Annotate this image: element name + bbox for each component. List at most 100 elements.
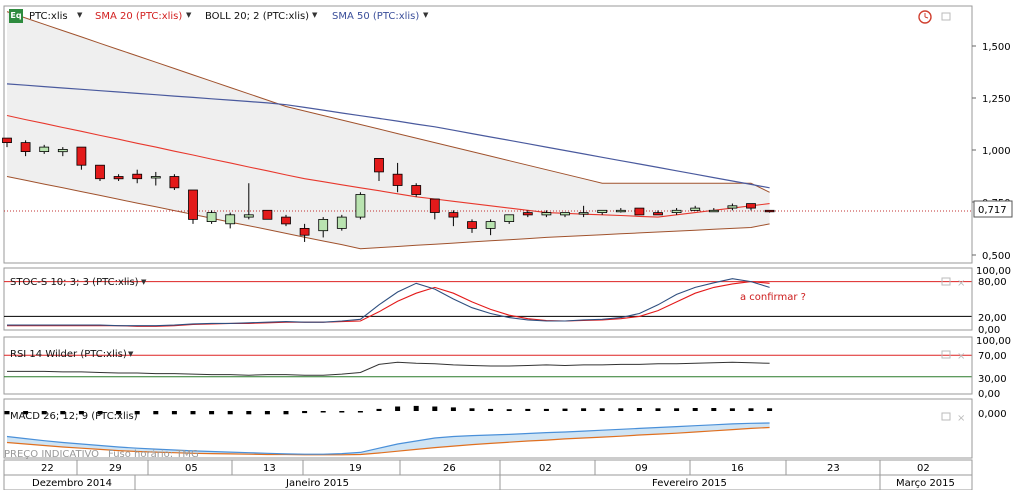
macd-close-icon[interactable]: × [957, 413, 965, 424]
macd-histogram-bar [618, 408, 624, 411]
macd-histogram-bar [60, 411, 66, 415]
macd-tick-0: 0,000 [978, 409, 1007, 420]
candle-body [615, 209, 626, 213]
macd-histogram-bar [23, 411, 29, 415]
symbol-label[interactable]: PTC:xlis [29, 11, 68, 22]
candle-body [169, 176, 180, 189]
candle-body [727, 205, 738, 209]
stoch-label[interactable]: STOC-S 10; 3; 3 (PTC:xlis) [10, 277, 139, 288]
date-day-29: 29 [109, 463, 122, 474]
rsi-label[interactable]: RSI 14 Wilder (PTC:xlis) [10, 349, 127, 360]
candle-body [76, 146, 87, 166]
stoch-annotation: a confirmar ? [740, 292, 806, 303]
eq-badge[interactable]: Eq [9, 9, 23, 23]
candle-body [374, 157, 384, 173]
candle-body [690, 207, 701, 211]
stoch-maximize-icon[interactable] [941, 277, 951, 286]
macd-histogram-bar [469, 408, 475, 411]
macd-histogram-bar [357, 411, 363, 413]
price-tick-2: 1,250 [982, 94, 1011, 105]
macd-histogram-bar [134, 411, 140, 415]
macd-histogram-bar [246, 411, 252, 415]
rsi-close-icon[interactable]: × [957, 351, 965, 362]
clock-icon[interactable] [918, 10, 932, 24]
macd-histogram-bar [674, 408, 680, 411]
macd-histogram-bar [599, 408, 605, 411]
candle-body [150, 176, 161, 179]
macd-line [6, 422, 770, 455]
date-day-02: 02 [539, 463, 552, 474]
macd-histogram-bar [116, 411, 122, 415]
candle-body [281, 216, 291, 225]
candle-body [597, 209, 608, 214]
macd-histogram-bar [4, 411, 10, 415]
macd-label[interactable]: MACD 26; 12; 9 (PTC:xlis) [10, 411, 138, 422]
candle-body [2, 137, 12, 144]
macd-histogram-bar [636, 408, 642, 411]
date-day-22: 22 [41, 463, 54, 474]
candle-body [485, 221, 496, 229]
stoch-tick-80: 80,00 [978, 277, 1007, 288]
rsi-line [7, 361, 770, 376]
macd-histogram-bar [78, 411, 84, 415]
stoch-tick-100: 100,00 [976, 266, 1011, 277]
candle-body [243, 214, 254, 218]
last-price-label: 0,717 [978, 205, 1007, 216]
macd-histogram-bar [432, 406, 438, 411]
macd-histogram-bar [41, 411, 47, 415]
rsi-tick-30: 30,00 [978, 374, 1007, 385]
symbol-dropdown-icon[interactable]: ▼ [77, 11, 83, 19]
date-day-09: 09 [635, 463, 648, 474]
stoch-dropdown-icon[interactable]: ▼ [141, 278, 147, 286]
macd-histogram-bar [376, 408, 382, 411]
candle-body [20, 142, 31, 153]
macd-maximize-icon[interactable] [941, 412, 951, 421]
rsi-maximize-icon[interactable] [941, 350, 951, 359]
macd-histogram-bar [413, 405, 419, 411]
date-day-26: 26 [443, 463, 456, 474]
candle-body [39, 146, 50, 153]
boll-label[interactable]: BOLL 20; 2 (PTC:xlis) [205, 11, 310, 22]
bollinger-band-fill [7, 11, 770, 249]
candle-body [504, 214, 515, 223]
macd-histogram-bar [97, 411, 103, 415]
sma50-label[interactable]: SMA 50 (PTC:xlis) [332, 11, 420, 22]
price-tick-1: 1,500 [982, 42, 1011, 53]
candle-body [541, 212, 552, 216]
price-tick-5: 0,500 [982, 251, 1011, 262]
macd-histogram-bar [655, 408, 661, 411]
candle-body [299, 227, 310, 236]
macd-histogram-bar [190, 411, 196, 415]
candle-body [671, 209, 682, 214]
date-day-23: 23 [827, 463, 840, 474]
sma50-dropdown-icon[interactable]: ▼ [423, 11, 429, 19]
macd-signal-line [6, 426, 770, 456]
candle-body [188, 189, 198, 220]
candle-body [467, 221, 477, 229]
sma20-label[interactable]: SMA 20 (PTC:xlis) [95, 11, 183, 22]
candle-body [448, 212, 459, 218]
month-march: Março 2015 [896, 478, 955, 489]
sma20-dropdown-icon[interactable]: ▼ [186, 11, 192, 19]
bollinger-lower-line [6, 176, 770, 250]
macd-histogram-bar [302, 411, 308, 414]
macd-histogram-bar [209, 411, 215, 415]
rsi-dropdown-icon[interactable]: ▼ [128, 350, 134, 358]
stoch-close-icon[interactable]: × [957, 278, 965, 289]
stoch-tick-20: 20,00 [978, 313, 1007, 324]
rsi-tick-0: 0,00 [978, 389, 1000, 400]
stoch-series-layer [4, 278, 972, 327]
macd-histogram-bar [264, 411, 270, 415]
candle-body [262, 209, 273, 220]
boll-dropdown-icon[interactable]: ▼ [312, 11, 318, 19]
macd-histogram-bar [729, 408, 735, 411]
candle-body [560, 212, 570, 216]
price-series-layer [2, 11, 972, 250]
sma20-line [6, 114, 770, 218]
price-maximize-icon[interactable] [941, 12, 951, 21]
candle-body [746, 203, 756, 209]
footer-indicative: PREÇO INDICATIVO [4, 449, 99, 460]
candle-body [132, 173, 143, 180]
rsi-series-layer [4, 354, 972, 378]
